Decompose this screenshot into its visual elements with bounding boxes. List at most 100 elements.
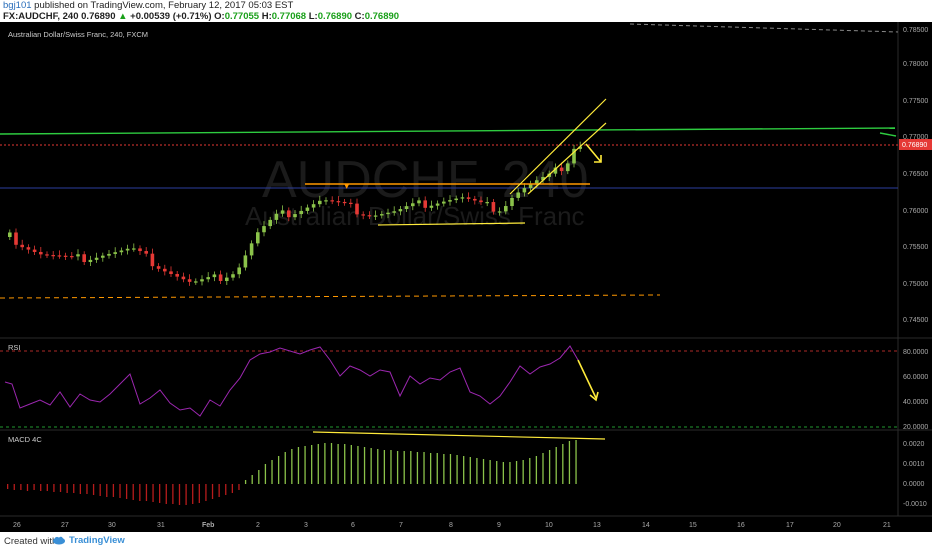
candle[interactable] [566,163,570,172]
candle[interactable] [305,207,310,211]
candle[interactable] [14,232,18,245]
candle[interactable] [20,244,24,248]
candlestick-series[interactable] [8,141,582,286]
candle[interactable] [429,205,434,208]
candle[interactable] [349,202,353,204]
price-axis[interactable]: 0.78500 0.78000 0.77500 0.77000 0.76500 … [903,27,928,324]
candle[interactable] [206,277,210,280]
candle[interactable] [535,180,539,184]
candle[interactable] [336,201,341,203]
candle[interactable] [373,215,378,217]
time-axis[interactable]: 26 27 30 31 Feb 2 3 6 7 8 9 10 13 14 15 … [13,522,891,529]
candle[interactable] [181,276,186,280]
candle[interactable] [361,214,365,216]
down-arrow-icon[interactable] [585,143,602,163]
candle[interactable] [522,188,527,193]
chart-canvas[interactable]: AUDCHF, 240 Australian Dollar/Swiss Fran… [0,22,932,532]
macd-divergence-line[interactable] [312,431,606,440]
candle[interactable] [163,268,167,272]
upper-dashed-line[interactable] [629,23,899,33]
candle[interactable] [262,226,266,233]
candle[interactable] [380,214,384,216]
candle[interactable] [274,213,279,220]
candle[interactable] [119,250,124,253]
channel-upper-line[interactable] [509,98,607,195]
candle[interactable] [231,274,235,278]
candle[interactable] [175,274,179,277]
candle[interactable] [510,197,514,207]
candle[interactable] [94,257,99,260]
candle[interactable] [138,248,142,252]
candle[interactable] [504,206,508,212]
candle[interactable] [485,202,489,204]
candle[interactable] [32,249,37,252]
candle[interactable] [107,253,111,256]
candle[interactable] [423,200,427,208]
resistance-trendline[interactable] [0,127,896,135]
candle[interactable] [156,266,161,269]
candle[interactable] [541,176,545,181]
candle[interactable] [63,255,68,257]
candle[interactable] [144,251,148,254]
candle[interactable] [243,255,248,268]
candle[interactable] [454,198,458,201]
candle[interactable] [417,200,421,204]
candle[interactable] [411,203,415,207]
candle[interactable] [497,211,502,213]
annotation-drawings[interactable]: ▼ [305,98,607,226]
candle[interactable] [367,215,372,217]
candle[interactable] [466,197,471,199]
macd-histogram[interactable] [7,440,577,505]
candle[interactable] [150,253,155,267]
candle[interactable] [559,167,564,172]
candle[interactable] [435,203,440,206]
candle[interactable] [392,211,396,213]
resistance-trendline-extension[interactable] [879,132,897,137]
candle[interactable] [287,210,291,218]
candle[interactable] [355,203,359,215]
candle[interactable] [256,232,260,244]
candle[interactable] [460,197,465,199]
candle[interactable] [26,247,31,250]
candle[interactable] [293,214,297,218]
candle[interactable] [218,274,223,281]
candle[interactable] [45,254,49,256]
candle[interactable] [330,200,334,202]
candle[interactable] [448,200,452,202]
candle[interactable] [572,148,576,164]
candle[interactable] [194,281,198,283]
candle[interactable] [516,192,520,198]
candle[interactable] [237,267,241,275]
candle[interactable] [88,259,93,263]
candle[interactable] [76,254,80,257]
support-dashed-line[interactable] [0,294,661,299]
candle[interactable] [268,219,272,227]
candle[interactable] [404,206,409,210]
candle[interactable] [113,252,117,254]
candle[interactable] [101,255,105,258]
candle[interactable] [324,200,328,202]
candle[interactable] [528,183,533,189]
candle[interactable] [125,248,130,251]
candle[interactable] [70,256,74,258]
candle[interactable] [57,255,62,257]
candle[interactable] [386,212,390,215]
candle[interactable] [39,251,43,255]
candle[interactable] [225,277,229,281]
author-link[interactable]: bgj101 [3,0,32,11]
range-bottom-line[interactable] [377,222,526,226]
candle[interactable] [51,255,55,257]
candle[interactable] [169,271,173,275]
candle[interactable] [299,210,303,215]
candle[interactable] [132,248,136,250]
candle[interactable] [553,167,558,174]
candle[interactable] [82,254,86,263]
rsi-down-arrow-icon[interactable] [577,359,597,399]
candle[interactable] [212,274,217,278]
candle[interactable] [187,279,192,282]
candle[interactable] [491,202,496,212]
candle[interactable] [8,232,12,238]
candle[interactable] [442,201,446,204]
candle[interactable] [311,204,316,208]
candle[interactable] [318,200,322,205]
